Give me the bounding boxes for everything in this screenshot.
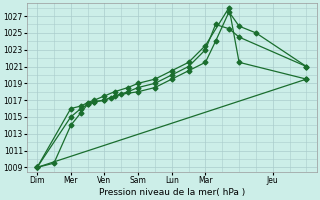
X-axis label: Pression niveau de la mer( hPa ): Pression niveau de la mer( hPa ) [99, 188, 245, 197]
